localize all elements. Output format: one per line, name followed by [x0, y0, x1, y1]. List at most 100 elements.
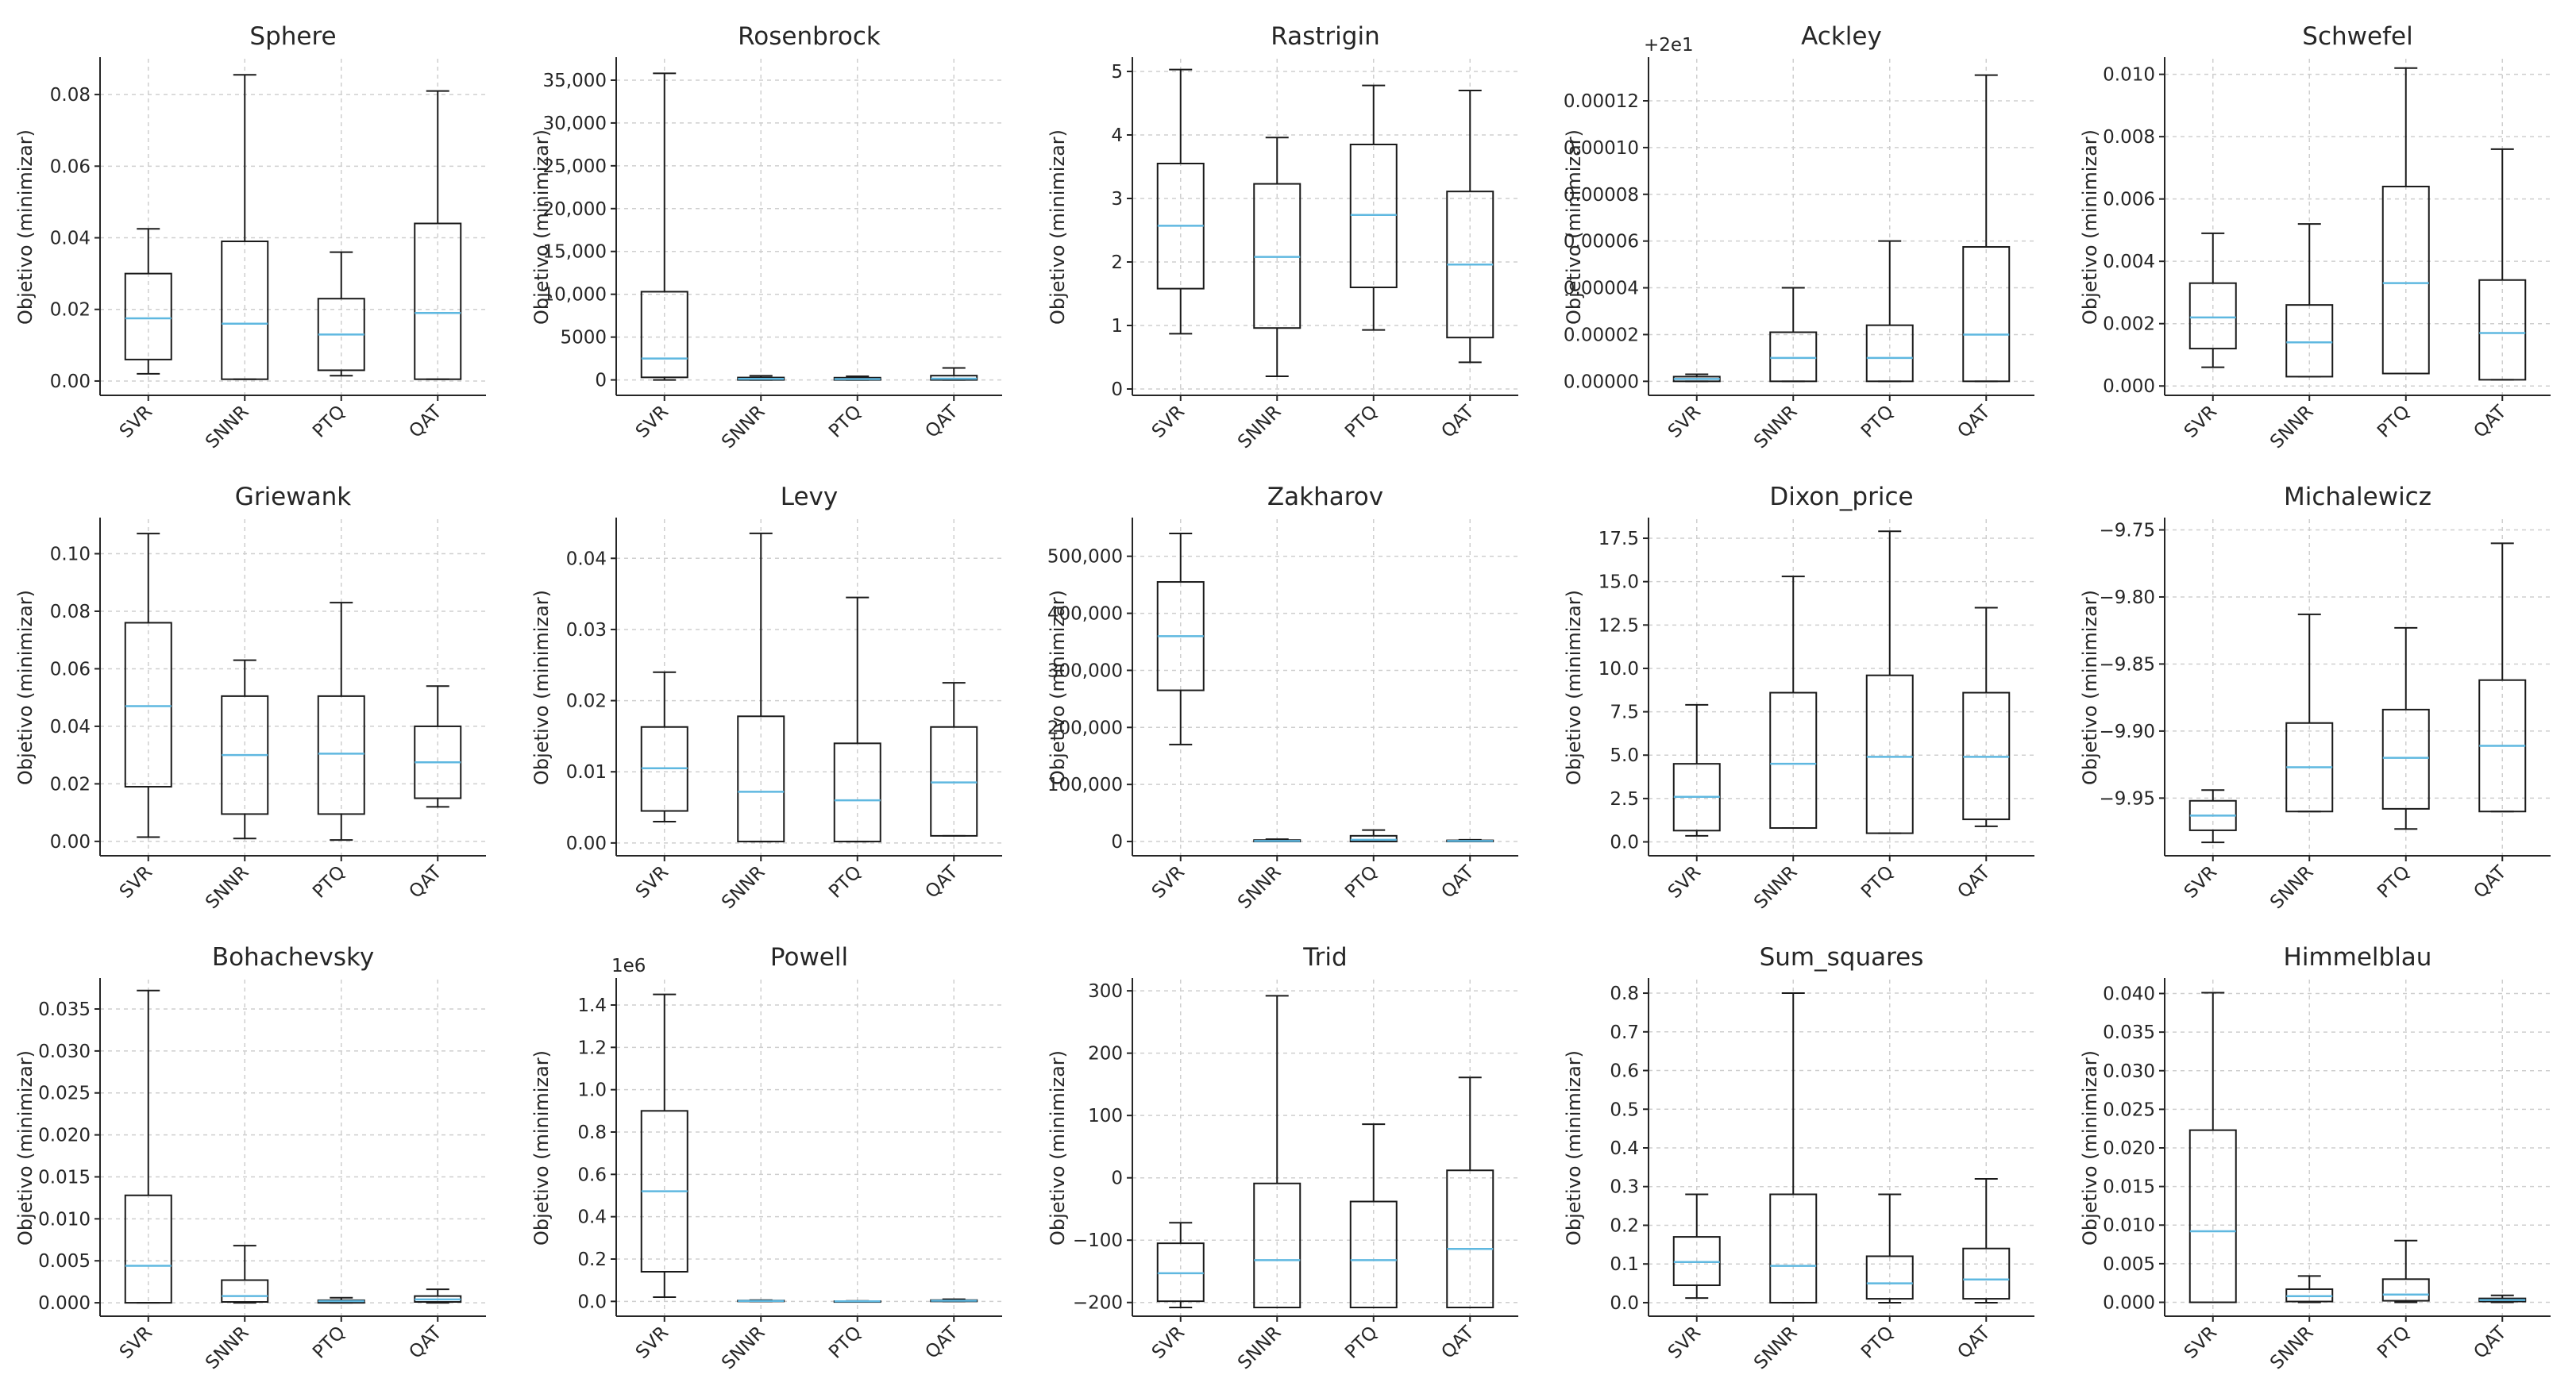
x-tick-label: SNNR [1234, 1323, 1285, 1373]
box-qat [930, 367, 978, 381]
y-tick-label: 0.06 [50, 156, 91, 177]
chart-sum-squares: 0.0 0.1 0.2 0.3 0.4 0.5 0.6 0.7 0.8 SVR SNNR PTQ QAT… [1563, 943, 2034, 1373]
x-tick-label: SNNR [202, 402, 253, 452]
y-tick-label: 0.5 [1610, 1099, 1639, 1120]
x-tick-label: SNNR [1750, 1323, 1801, 1373]
x-tick-label: SVR [632, 862, 673, 903]
y-tick-label: 0.04 [50, 717, 91, 737]
y-tick-label: 5000 [560, 328, 607, 348]
y-tick-label: 0.2 [1610, 1215, 1639, 1236]
y-tick-label: 12.5 [1598, 615, 1639, 636]
iqr-box [2285, 304, 2334, 378]
iqr-box [2188, 1129, 2237, 1304]
y-tick-label: 0.6 [1610, 1061, 1639, 1082]
y-tick-label: 0.00012 [1564, 91, 1639, 112]
iqr-box [1865, 324, 1914, 383]
box-svr [124, 228, 172, 375]
y-axis-label: Objetivo (minimizar) [2079, 590, 2101, 785]
y-tick-label: 0.3 [1610, 1177, 1639, 1198]
box-snnr [2285, 223, 2334, 378]
iqr-box [1253, 1182, 1301, 1309]
y-axis-label: Objetivo (minimizar) [530, 129, 553, 325]
iqr-box [221, 1279, 269, 1304]
box-snnr [2285, 1275, 2334, 1304]
box-snnr [1253, 838, 1301, 843]
box-svr [1156, 68, 1205, 335]
chart-rosenbrock: 0 5000 10,000 15,000 20,000 25,000 30,000 35,00… [530, 22, 1002, 452]
axis-offset-text: +2e1 [1644, 35, 1694, 56]
y-tick-label: −9.90 [2100, 722, 2155, 742]
chart-title: Levy [781, 483, 839, 511]
iqr-box [414, 222, 462, 380]
x-tick-label: SNNR [718, 1323, 769, 1373]
y-tick-label: 0.00010 [1564, 138, 1639, 159]
x-tick-label: PTQ [825, 402, 866, 442]
box-qat [2478, 148, 2527, 381]
x-tick-label: PTQ [309, 402, 349, 442]
y-tick-label: 0.015 [38, 1167, 91, 1188]
y-tick-label: 0.4 [577, 1207, 607, 1228]
chart-title: Sphere [249, 22, 336, 51]
y-tick-label: 1.2 [577, 1038, 607, 1058]
box-svr [640, 993, 688, 1298]
x-tick-label: PTQ [1341, 1323, 1382, 1363]
box-ptq [2381, 626, 2430, 830]
box-qat [414, 90, 462, 380]
x-tick-label: SVR [2181, 402, 2221, 442]
x-tick-label: SNNR [1234, 862, 1285, 913]
y-tick-label: −9.80 [2100, 587, 2155, 608]
x-tick-label: QAT [922, 861, 963, 903]
iqr-box [124, 272, 172, 360]
y-tick-label: 100,000 [1047, 775, 1123, 795]
box-qat [414, 685, 462, 808]
x-tick-label: PTQ [825, 1323, 866, 1363]
y-tick-label: 0.03 [566, 620, 607, 641]
iqr-box [1962, 1247, 2011, 1300]
x-tick-label: QAT [922, 401, 963, 442]
y-axis-label: Objetivo (minimizar) [14, 1050, 37, 1246]
chart-title: Bohachevsky [212, 943, 374, 972]
y-tick-label: 5.0 [1610, 745, 1639, 766]
box-qat [930, 1298, 978, 1303]
y-axis-label: Objetivo (minimizar) [2079, 129, 2101, 325]
x-tick-label: SVR [116, 862, 156, 903]
box-ptq [1349, 84, 1398, 331]
y-tick-label: 0.006 [2103, 190, 2155, 210]
iqr-box [1349, 1200, 1398, 1309]
chart-title: Zakharov [1267, 483, 1383, 511]
x-tick-label: PTQ [309, 1323, 349, 1363]
y-tick-label: 0.0 [1610, 1293, 1639, 1314]
iqr-box [640, 291, 688, 379]
x-tick-label: SVR [1664, 402, 1705, 442]
y-tick-label: 0 [1111, 1169, 1123, 1189]
x-tick-label: QAT [922, 1322, 963, 1363]
x-tick-label: PTQ [2374, 1323, 2414, 1363]
box-snnr [737, 532, 785, 843]
x-tick-label: SNNR [202, 1323, 253, 1373]
box-svr [1672, 703, 1721, 837]
chart-title: Michalewicz [2284, 483, 2431, 511]
chart-title: Himmelblau [2284, 943, 2432, 972]
y-tick-label: 1 [1111, 316, 1123, 337]
y-tick-label: 0.00002 [1564, 325, 1639, 345]
box-snnr [221, 74, 269, 380]
box-qat [1962, 74, 2011, 383]
box-snnr [737, 375, 785, 381]
box-svr [640, 671, 688, 822]
y-tick-label: 0.035 [38, 999, 91, 1020]
chart-title: Trid [1302, 943, 1347, 972]
x-tick-label: PTQ [2374, 402, 2414, 442]
x-tick-label: SVR [1148, 402, 1189, 442]
box-snnr [1253, 137, 1301, 377]
iqr-box [2188, 282, 2237, 350]
box-qat [1446, 838, 1494, 843]
iqr-box [221, 241, 269, 380]
box-svr [1672, 1193, 1721, 1300]
box-svr [1156, 1222, 1205, 1309]
x-tick-label: SNNR [202, 862, 253, 913]
box-ptq [1865, 530, 1914, 834]
box-snnr [1253, 995, 1301, 1309]
chart-title: Ackley [1801, 22, 1882, 51]
box-svr [2188, 789, 2237, 844]
